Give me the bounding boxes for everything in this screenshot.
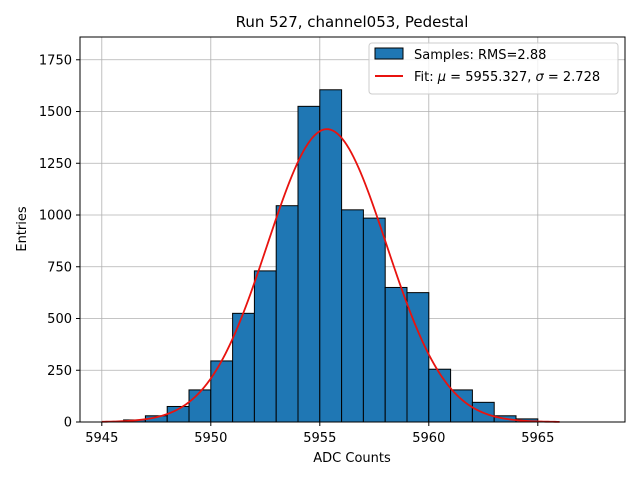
x-axis-ticks: 5945 5950 5955 5960 5965	[85, 422, 554, 446]
histogram-bar	[341, 209, 364, 423]
legend-label-fit: Fit: μ = 5955.327, σ = 2.728	[414, 70, 600, 85]
fit-curve-group	[101, 128, 560, 423]
histogram-bar	[319, 89, 343, 423]
y-tick-label: 1000	[39, 209, 72, 224]
x-axis-label: ADC Counts	[313, 451, 391, 466]
y-axis-ticks: 0 250 500 750 1000 1250 1500 1750	[39, 53, 80, 431]
y-axis-label: Entries	[15, 206, 30, 252]
x-tick-label: 5955	[303, 431, 336, 446]
y-tick-label: 1750	[39, 53, 72, 68]
x-tick-label: 5960	[412, 431, 445, 446]
y-tick-label: 1250	[39, 157, 72, 172]
histogram-bar	[253, 270, 277, 423]
y-tick-label: 0	[64, 416, 72, 431]
legend-label-samples: Samples: RMS=2.88	[414, 48, 546, 63]
gaussian-fit-curve	[101, 128, 560, 423]
legend: Samples: RMS=2.88 Fit: μ = 5955.327, σ =…	[368, 42, 619, 95]
x-tick-label: 5965	[521, 431, 554, 446]
y-tick-label: 500	[47, 312, 72, 327]
y-tick-label: 1500	[39, 105, 72, 120]
legend-swatch-samples	[374, 47, 404, 60]
histogram-bar	[210, 360, 234, 423]
histogram-bar	[275, 205, 299, 423]
chart-title: Run 527, channel053, Pedestal	[236, 13, 469, 31]
histogram-bar	[428, 368, 452, 423]
plot-frame	[79, 36, 626, 423]
histogram-bar	[362, 217, 386, 423]
histogram-bar	[384, 286, 408, 423]
x-tick-label: 5945	[85, 431, 118, 446]
y-tick-label: 250	[47, 364, 72, 379]
histogram-bar	[188, 389, 212, 423]
y-tick-label: 750	[47, 260, 72, 275]
legend-box	[368, 42, 619, 95]
x-tick-label: 5950	[194, 431, 227, 446]
